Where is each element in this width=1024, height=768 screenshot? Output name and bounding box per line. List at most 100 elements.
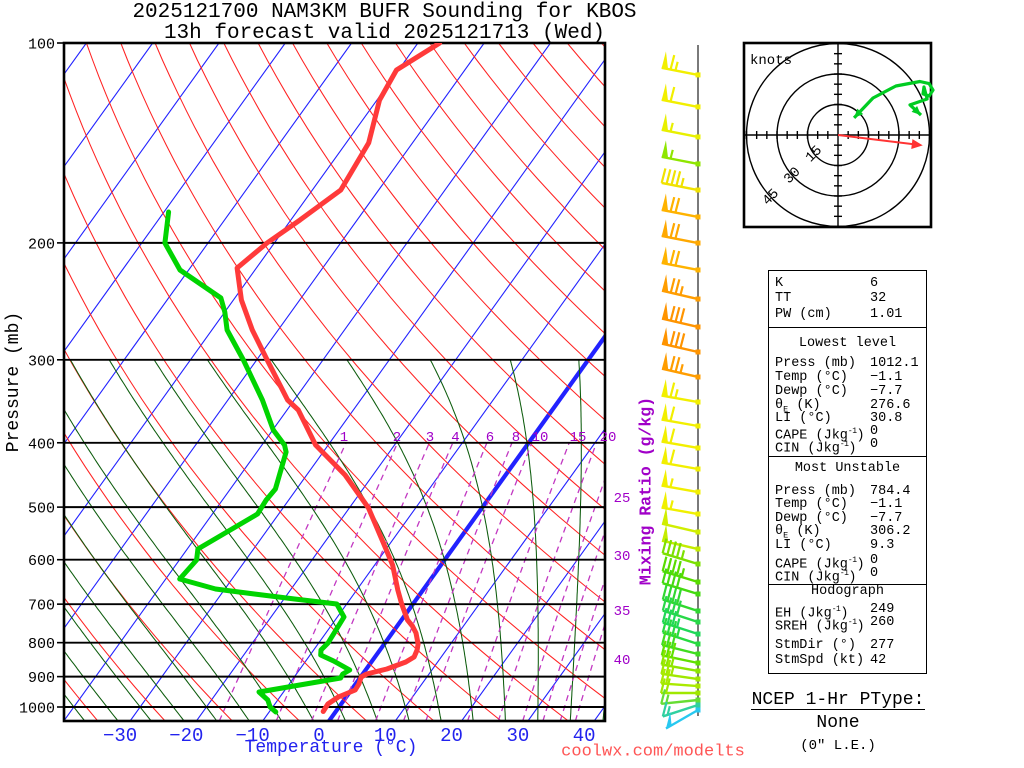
panel-row-value: 0 <box>870 436 879 452</box>
dry-adiabat-lines <box>64 43 605 721</box>
svg-text:40: 40 <box>614 653 631 669</box>
ptype-title: NCEP 1-Hr PType: <box>751 690 925 710</box>
svg-text:1000: 1000 <box>19 701 55 718</box>
panel-row-label: Dewp (°C) <box>775 383 848 399</box>
panel-separator <box>769 584 926 585</box>
pressure-axis-title: Pressure (mb) <box>4 311 24 453</box>
skewt-grid <box>64 43 605 721</box>
chart-title-line2: 13h forecast valid 2025121713 (Wed) <box>163 22 606 45</box>
wind-barb <box>659 678 701 696</box>
wind-barb <box>661 556 701 585</box>
wind-barb <box>661 193 701 220</box>
svg-text:35: 35 <box>614 604 631 620</box>
wind-barb <box>661 83 701 110</box>
wind-barb <box>661 425 701 451</box>
ptype-note: (0" L.E.) <box>800 738 876 754</box>
svg-text:−10: −10 <box>236 725 270 747</box>
plot-border <box>62 41 607 723</box>
wind-barb-column <box>659 45 701 730</box>
wind-barb <box>660 168 701 193</box>
svg-text:600: 600 <box>28 553 55 570</box>
svg-text:300: 300 <box>28 353 55 370</box>
panel-row-label: Temp (°C) <box>775 369 848 385</box>
svg-text:40: 40 <box>573 725 596 747</box>
svg-text:6: 6 <box>486 430 494 446</box>
panel-row-label: Dewp (°C) <box>775 510 848 526</box>
ptype-underline <box>751 709 925 710</box>
panel-row-value: −7.7 <box>870 510 903 526</box>
panel-row: PW (cm) 1.01 <box>769 306 926 322</box>
wind-barb <box>661 246 701 273</box>
panel-row: θE (K) 306.2 <box>769 523 926 540</box>
panel-row-label: PW (cm) <box>775 306 832 322</box>
panel-row-value: 6 <box>870 275 879 291</box>
panel-row-label: Temp (°C) <box>775 496 848 512</box>
panel-row-label: SREH (Jkg-1) <box>775 617 865 634</box>
svg-text:700: 700 <box>28 598 55 615</box>
wind-barb <box>661 379 701 405</box>
wind-barb <box>661 617 701 647</box>
wind-barb <box>661 507 701 535</box>
svg-text:10: 10 <box>532 430 549 446</box>
panel-row: SREH (Jkg-1) 260 <box>769 615 926 633</box>
svg-text:20: 20 <box>440 725 463 747</box>
panel-row: θE (K) 276.6 <box>769 398 926 414</box>
panel-row-label: EH (Jkg-1) <box>775 604 849 621</box>
panel-row: Temp (°C) −1.1 <box>769 496 926 512</box>
wind-barb <box>661 113 701 140</box>
temperature-axis-title: Temperature (°C) <box>244 738 418 758</box>
panel-row-label: CIN (Jkg-1) <box>775 439 857 456</box>
watermark-link[interactable]: coolwx.com/modelts <box>561 742 745 762</box>
panel-row: StmDir (°) 277 <box>769 637 926 653</box>
svg-text:25: 25 <box>614 491 631 507</box>
panel-section-header: Most Unstable <box>794 461 901 476</box>
panel-separator <box>769 327 926 328</box>
wind-barb <box>661 302 701 330</box>
wind-barb <box>661 352 701 380</box>
panel-row-value: 249 <box>870 601 895 617</box>
wind-barb <box>661 701 701 718</box>
svg-text:8: 8 <box>512 430 520 446</box>
profile-traces <box>162 43 443 715</box>
wind-barb <box>661 51 701 78</box>
svg-text:200: 200 <box>28 236 55 253</box>
svg-text:0: 0 <box>313 725 324 747</box>
panel-row-value: −1.1 <box>870 369 903 385</box>
wind-barb <box>661 568 701 597</box>
svg-text:900: 900 <box>28 670 55 687</box>
panel-row-label: StmDir (°) <box>775 637 857 653</box>
wind-barb <box>665 707 701 730</box>
svg-text:15: 15 <box>570 430 587 446</box>
panel-row: CIN (Jkg-1) 0 <box>769 566 926 584</box>
panel-row: Press (mb) 1012.1 <box>769 355 926 371</box>
svg-text:−20: −20 <box>169 725 203 747</box>
panel-row: Dewp (°C) −7.7 <box>769 383 926 399</box>
svg-text:30: 30 <box>506 725 529 747</box>
chart-title-line1: 2025121700 NAM3KM BUFR Sounding for KBOS <box>132 1 637 24</box>
svg-text:3: 3 <box>426 430 434 446</box>
hodograph-units-label: knots <box>750 53 792 69</box>
wind-barb <box>661 446 701 472</box>
panel-row-value: 9.3 <box>870 537 895 553</box>
panel-row: EH (Jkg-1) 249 <box>769 601 926 620</box>
svg-text:500: 500 <box>28 501 55 518</box>
panel-row-label: K <box>775 275 784 291</box>
svg-text:800: 800 <box>28 636 55 653</box>
wind-barb <box>661 538 701 567</box>
wind-barb <box>661 595 701 625</box>
panel-row-value: 30.8 <box>870 410 903 426</box>
isotherm-lines <box>64 43 605 721</box>
panel-row-label: StmSpd (kt) <box>775 652 865 668</box>
panel-row: CAPE (Jkg-1) 0 <box>769 553 926 571</box>
panel-row: CIN (Jkg-1) 0 <box>769 436 926 455</box>
wind-barb <box>661 491 701 517</box>
wind-barb <box>661 403 701 429</box>
panel-row-label: Press (mb) <box>775 355 857 371</box>
panel-row-value: 306.2 <box>870 523 911 539</box>
panel-section-header: Hodograph <box>811 584 884 599</box>
panel-row-label: θE (K) <box>775 523 821 541</box>
panel-row-label: LI (°C) <box>775 537 832 553</box>
